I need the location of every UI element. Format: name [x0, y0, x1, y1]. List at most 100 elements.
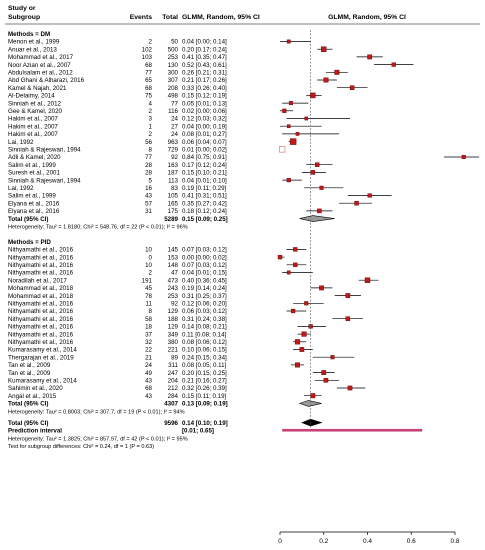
study-events: 5: [149, 177, 153, 184]
study-events: 2: [149, 131, 153, 138]
study-events: 43: [145, 393, 152, 400]
study-events: 2: [149, 270, 153, 277]
study-total: 187: [168, 170, 179, 177]
study-ci: 0.06 [0.03; 0.12]: [182, 308, 227, 315]
study-total: 105: [168, 193, 179, 200]
study-events: 43: [145, 378, 152, 385]
study-point: [323, 378, 329, 383]
study-name: Salim et al., 1999: [8, 193, 56, 200]
study-events: 16: [145, 185, 152, 192]
x-tick-label: 0.4: [363, 538, 372, 545]
study-name: Kumarasamy et al., 2014: [8, 378, 77, 385]
study-name: Lai, 1992: [8, 185, 34, 192]
study-ci: 0.01 [0.00; 0.02]: [182, 147, 227, 154]
study-events: 8: [149, 147, 153, 154]
study-point: [321, 370, 327, 375]
study-total: 77: [171, 100, 178, 107]
x-tick-label: 0.8: [450, 538, 459, 545]
study-point: [299, 347, 305, 352]
study-ci: 0.31 [0.24; 0.38]: [182, 316, 227, 323]
study-name: Nithyamathi et al., 2016: [8, 308, 74, 315]
study-name: Abdulsalam et al., 2012: [8, 70, 73, 77]
study-total: 175: [168, 208, 179, 215]
study-ci: 0.04 [0.01; 0.10]: [182, 177, 227, 184]
study-name: Noradilah et al., 2017: [8, 277, 67, 284]
study-total: 89: [171, 354, 178, 361]
study-total: 129: [168, 324, 179, 331]
study-name: Kamel & Najah, 2021: [8, 85, 67, 92]
subgroup-total-ci: 0.15 [0.09; 0.25]: [182, 216, 228, 223]
overall-total-n: 9596: [164, 420, 178, 427]
overall-total-ci: 0.14 [0.10; 0.19]: [182, 420, 228, 427]
study-ci: 0.07 [0.03; 0.12]: [182, 262, 227, 269]
study-name: Nithyamathi et al., 2016: [8, 316, 74, 323]
overall-total-label: Total (95% CI): [8, 420, 48, 427]
study-ci: 0.32 [0.26; 0.39]: [182, 385, 227, 392]
study-name: Angal et al., 2015: [8, 393, 57, 400]
study-point: [321, 46, 327, 52]
study-name: Nithyamathi et al., 2016: [8, 254, 74, 261]
study-ci: 0.35 [0.27; 0.42]: [182, 200, 227, 207]
study-ci: 0.15 [0.12; 0.19]: [182, 93, 227, 100]
study-events: 102: [142, 46, 153, 53]
study-ci: 0.00 [0.00; 0.02]: [182, 254, 227, 261]
study-total: 498: [168, 93, 179, 100]
subgroup-total-n: 4307: [164, 401, 178, 408]
study-point: [293, 247, 298, 252]
study-events: 28: [145, 162, 152, 169]
study-ci: 0.14 [0.08; 0.21]: [182, 324, 227, 331]
study-total: 129: [168, 308, 179, 315]
study-name: Mohammad et al., 2018: [8, 285, 74, 292]
study-total: 27: [171, 123, 178, 130]
study-ci: 0.10 [0.06; 0.15]: [182, 347, 227, 354]
study-events: 45: [145, 285, 152, 292]
study-total: 145: [168, 247, 179, 254]
study-name: Mohammad et al., 2017: [8, 54, 74, 61]
ci-column-header: GLMM, Random, 95% CI: [182, 14, 260, 21]
study-total: 208: [168, 85, 179, 92]
study-name: Nithyamathi et al., 2016: [8, 331, 74, 338]
subgroup-total-n: 5289: [164, 216, 178, 223]
study-events: 37: [145, 331, 152, 338]
study-point: [304, 301, 309, 306]
study-name: Hakim et al., 2007: [8, 123, 58, 130]
study-header-line1: Study or: [8, 5, 36, 12]
total-header: Total: [162, 14, 178, 21]
study-name: Adli & Kamel, 2020: [8, 154, 61, 161]
study-total: 113: [168, 177, 178, 184]
prediction-interval-bar: [282, 428, 423, 432]
study-name: Nithyamathi et al., 2016: [8, 247, 74, 254]
study-ci: 0.31 [0.25; 0.37]: [182, 293, 227, 300]
study-header-line2: Subgroup: [8, 14, 40, 21]
study-total: 24: [171, 116, 178, 123]
study-name: Lai, 1992: [8, 139, 34, 146]
study-point: [347, 385, 353, 391]
study-name: Sinniah & Rajeswari, 1994: [8, 177, 81, 184]
study-point: [293, 262, 298, 267]
study-total: 47: [171, 270, 178, 277]
study-events: 75: [145, 93, 152, 100]
study-total: 212: [168, 385, 179, 392]
study-name: Menon et al., 1999: [8, 39, 60, 46]
subgroup-heterogeneity: Heterogeneity: Tau² = 0.8003; Chi² = 307…: [8, 409, 185, 415]
study-point: [310, 92, 316, 99]
study-total: 153: [168, 254, 179, 261]
study-name: Elyana et al., 2016: [8, 200, 60, 207]
study-events: 103: [142, 54, 153, 61]
study-events: 56: [145, 139, 152, 146]
study-total: 221: [168, 347, 179, 354]
x-tick-label: 0: [278, 538, 282, 545]
study-total: 92: [171, 301, 178, 308]
study-total: 963: [168, 139, 179, 146]
study-ci: 0.19 [0.14; 0.24]: [182, 285, 227, 292]
study-name: Nithyamathi et al., 2016: [8, 262, 74, 269]
study-events: 10: [145, 247, 152, 254]
prediction-label: Prediction interval: [8, 428, 62, 435]
study-point: [288, 101, 293, 106]
study-events: 77: [145, 154, 152, 161]
study-point: [282, 108, 287, 113]
subgroup-diamond: [298, 400, 322, 407]
study-ci: 0.04 [0.00; 0.14]: [182, 39, 227, 46]
study-name: Tan et al., 2009: [8, 362, 51, 369]
